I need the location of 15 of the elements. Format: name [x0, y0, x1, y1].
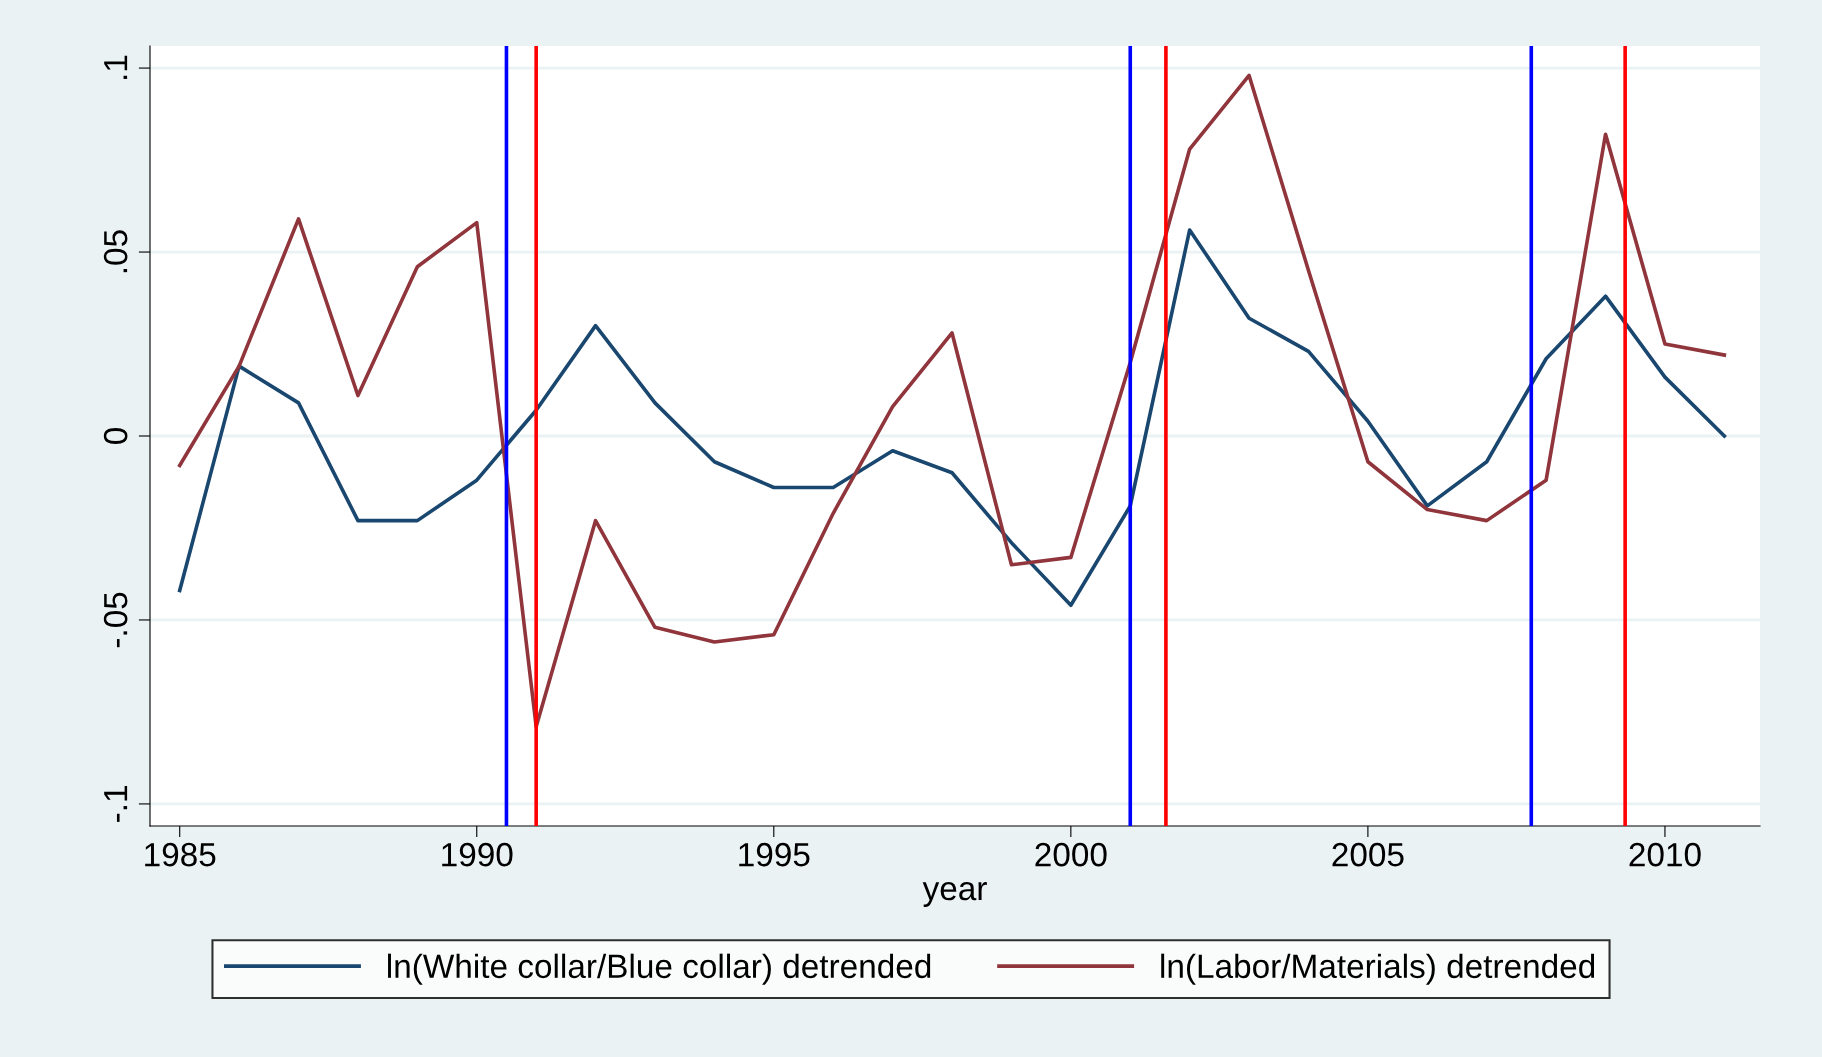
y-tick-label: .05 — [103, 230, 128, 273]
y-tick-label: .1 — [104, 55, 128, 79]
y-tick-label: -.1 — [104, 786, 128, 822]
legend-label: ln(White collar/Blue collar) detrended — [388, 953, 931, 985]
x-tick-label: 1985 — [145, 842, 216, 867]
x-tick-label: 2010 — [1629, 842, 1701, 867]
line-series — [177, 228, 1727, 608]
x-tick-label: 1990 — [442, 842, 513, 867]
x-axis-title: year — [922, 882, 987, 907]
x-tick-label: 2000 — [1035, 842, 1107, 867]
y-tick-label: 0 — [103, 428, 128, 444]
legend-label: ln(Labor/Materials) detrended — [1161, 953, 1595, 985]
y-tick-label: -.05 — [103, 592, 128, 648]
x-tick-label: 1995 — [739, 842, 810, 867]
x-tick-label: 2005 — [1332, 842, 1404, 867]
